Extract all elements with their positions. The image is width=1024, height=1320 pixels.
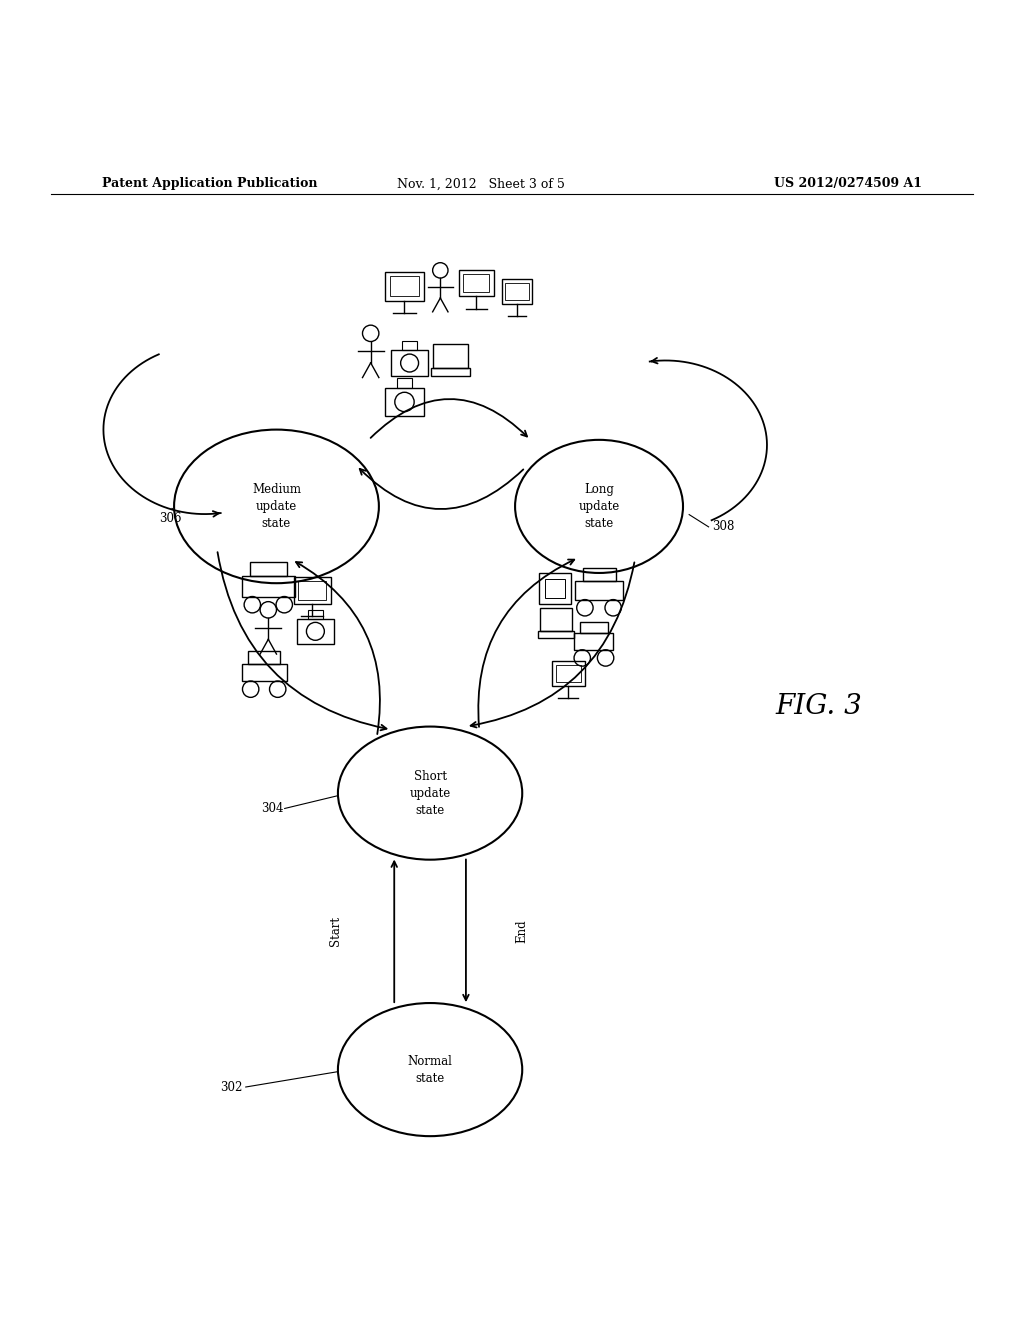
Bar [402,342,417,350]
Bar [294,577,331,603]
Text: Medium
update
state: Medium update state [252,483,301,529]
Text: Long
update
state: Long update state [579,483,620,529]
Bar [583,568,615,581]
Text: 306: 306 [159,512,181,525]
Bar [433,343,468,368]
Bar [385,272,424,301]
Bar [297,619,334,644]
Bar [390,276,419,296]
Bar [540,607,572,631]
Bar [538,631,574,639]
Text: Short
update
state: Short update state [410,770,451,817]
Bar [552,661,585,685]
Bar [396,379,413,388]
Bar [242,576,295,597]
Bar [459,269,494,297]
Text: Normal
state: Normal state [408,1055,453,1085]
Text: FIG. 3: FIG. 3 [776,693,862,719]
Bar [242,664,287,681]
Text: Start: Start [330,916,342,946]
Bar [250,562,287,576]
Bar [556,665,581,682]
Ellipse shape [515,440,683,573]
Text: 302: 302 [220,1081,243,1093]
Bar [463,273,489,293]
Ellipse shape [338,726,522,859]
Text: US 2012/0274509 A1: US 2012/0274509 A1 [773,177,922,190]
Text: Nov. 1, 2012   Sheet 3 of 5: Nov. 1, 2012 Sheet 3 of 5 [397,177,565,190]
Bar [308,610,323,619]
Bar [575,581,623,599]
Text: Patent Application Publication: Patent Application Publication [102,177,317,190]
Bar [574,634,613,649]
Bar [539,573,571,603]
Ellipse shape [174,429,379,583]
Text: 304: 304 [261,803,284,814]
Bar [431,368,470,375]
Bar [385,388,424,416]
Bar [506,282,528,300]
Bar [391,350,428,376]
Ellipse shape [338,1003,522,1137]
Bar [581,622,607,634]
Text: End: End [516,920,528,944]
Bar [249,651,280,664]
Bar [545,579,565,598]
Text: 308: 308 [712,520,734,533]
Bar [502,279,532,304]
Bar [298,581,327,599]
